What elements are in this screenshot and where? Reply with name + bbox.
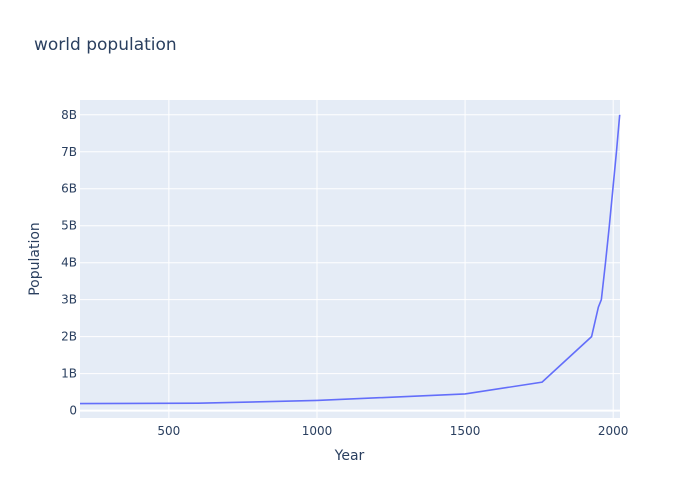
x-tick-label: 1500 xyxy=(450,424,481,438)
y-tick-label: 5B xyxy=(61,219,77,233)
population-line xyxy=(79,114,621,405)
x-tick-label: 1000 xyxy=(302,424,333,438)
plot-area xyxy=(80,100,620,418)
y-axis-title: Population xyxy=(27,222,43,296)
y-grid xyxy=(80,114,620,375)
x-tick-label: 500 xyxy=(157,424,180,438)
x-tick-labels: 500 1000 1500 2000 xyxy=(157,424,628,438)
y-tick-label: 3B xyxy=(61,293,77,307)
y-tick-label: 6B xyxy=(61,182,77,196)
y-tick-labels: 0 1B 2B 3B 4B 5B 6B 7B 8B xyxy=(61,108,77,418)
y-tick-label: 8B xyxy=(61,108,77,122)
x-grid xyxy=(168,100,614,418)
x-tick-label: 2000 xyxy=(598,424,629,438)
x-axis-title: Year xyxy=(334,448,365,464)
y-tick-label: 0 xyxy=(69,404,77,418)
chart-title: world population xyxy=(34,35,177,55)
y-tick-label: 4B xyxy=(61,256,77,270)
y-tick-label: 1B xyxy=(61,367,77,381)
y-tick-label: 7B xyxy=(61,145,77,159)
y-tick-label: 2B xyxy=(61,330,77,344)
